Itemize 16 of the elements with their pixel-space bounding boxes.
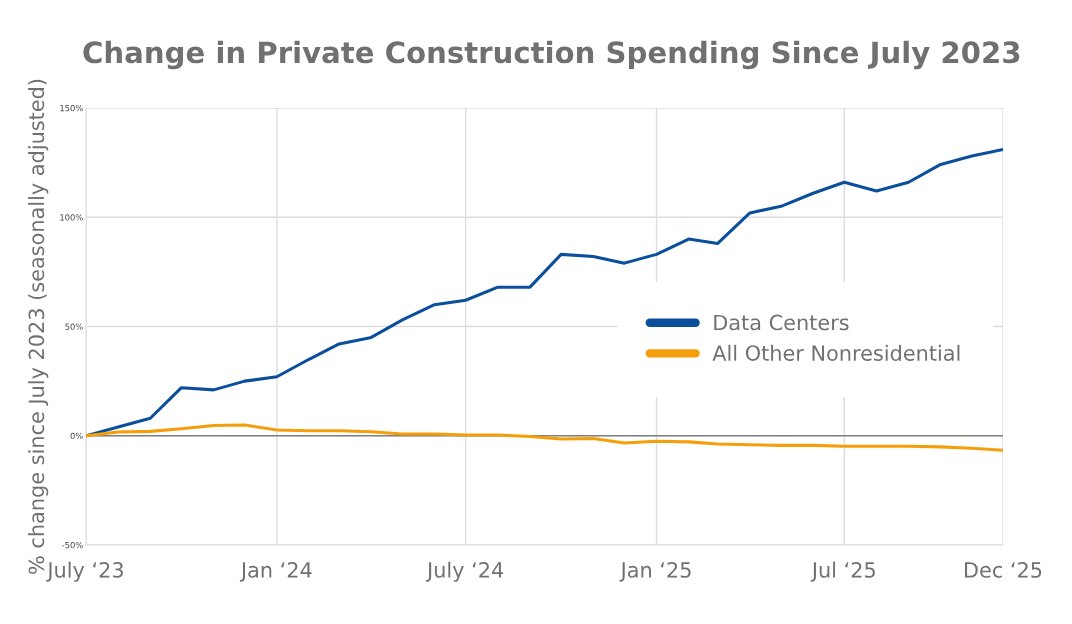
x-tick-label: July ‘23 <box>46 561 123 582</box>
y-tick-label: 0% <box>70 432 83 440</box>
y-tick-label: 100% <box>60 214 83 221</box>
x-tick-label: Jan ‘25 <box>619 562 691 582</box>
chart-title: Change in Private Construction Spending Since July 2023 <box>83 40 1020 70</box>
y-tick-label: 50% <box>65 323 83 330</box>
y-axis-title: % change since July 2023 (seasonally adjusted) <box>28 79 49 574</box>
y-tick-label: -50% <box>62 541 83 549</box>
legend-label: All Other Nonresidential <box>712 344 960 361</box>
x-tick-label: Dec ‘25 <box>965 562 1042 578</box>
x-tick-label: Jul ‘25 <box>810 561 875 582</box>
x-tick-label: Jan ‘24 <box>239 562 312 582</box>
legend-label: Data Centers <box>714 314 849 331</box>
x-tick-label: July ‘24 <box>425 561 504 582</box>
y-tick-label: 150% <box>60 104 83 112</box>
line-series <box>86 423 1003 452</box>
